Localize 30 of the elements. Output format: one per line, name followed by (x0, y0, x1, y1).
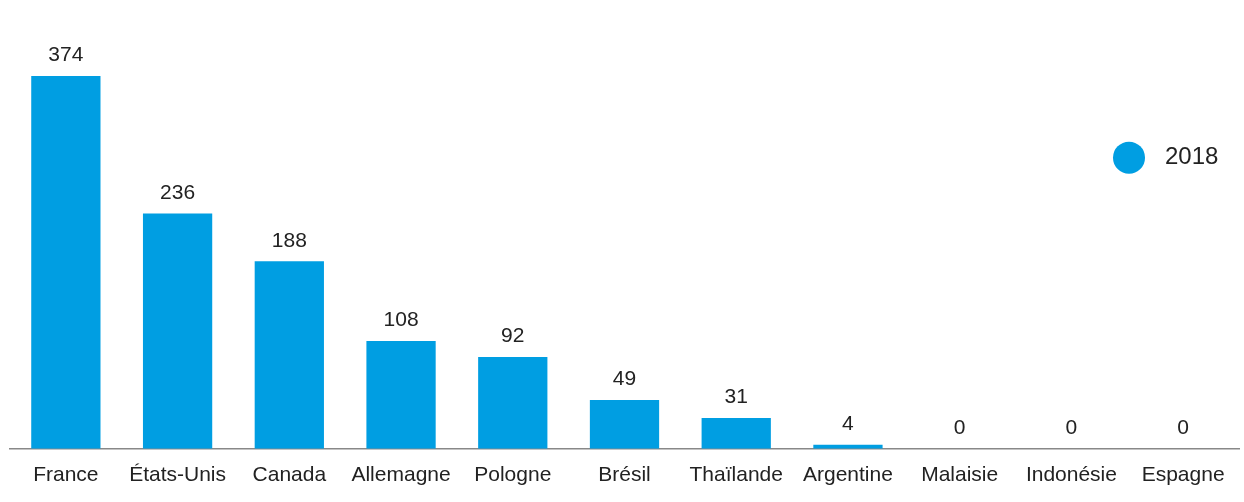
x-tick-label: Espagne (1141, 462, 1225, 486)
bar (254, 261, 324, 449)
bar (366, 341, 436, 449)
bar (142, 213, 213, 449)
x-tick-label: États-Unis (129, 462, 227, 486)
data-label: 188 (271, 227, 307, 251)
data-label: 31 (724, 384, 748, 408)
bar (478, 357, 548, 449)
bar (31, 75, 101, 449)
bar (589, 399, 660, 449)
data-label: 236 (160, 179, 196, 203)
x-tick-label: Thaïlande (689, 462, 783, 486)
bar (701, 417, 771, 449)
data-label: 0 (953, 415, 966, 439)
x-tick-label: Canada (252, 462, 327, 486)
data-label: 49 (612, 366, 637, 390)
x-tick-label: Allemagne (351, 462, 451, 486)
x-tick-label: Brésil (598, 462, 651, 486)
x-tick-label: Indonésie (1025, 462, 1117, 486)
data-label: 0 (1065, 415, 1078, 439)
x-tick-label: France (33, 462, 99, 486)
data-label: 0 (1177, 415, 1189, 439)
legend-label: 2018 (1165, 142, 1219, 170)
x-tick-label: Argentine (803, 462, 893, 486)
x-tick-label: Pologne (474, 462, 552, 486)
x-tick-label: Malaisie (921, 462, 999, 486)
data-label: 374 (48, 42, 84, 66)
data-label: 4 (842, 411, 855, 435)
data-label: 92 (501, 323, 525, 347)
data-label: 108 (383, 307, 419, 331)
